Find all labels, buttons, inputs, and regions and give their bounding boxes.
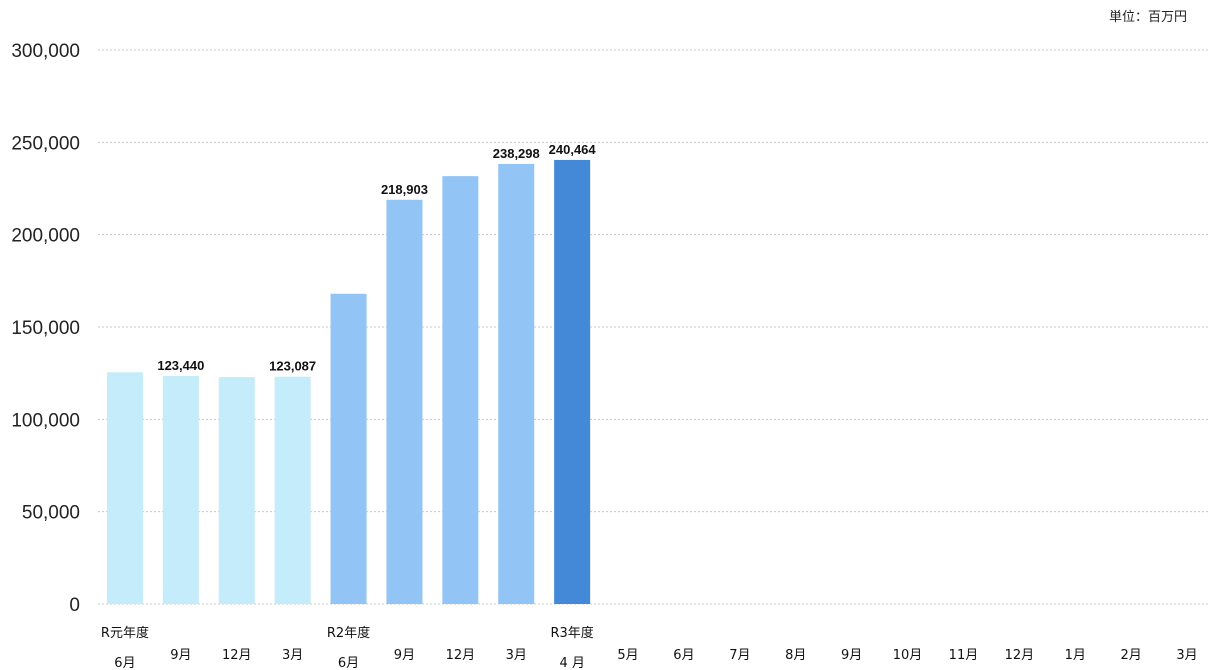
- data-label: 123,440: [157, 358, 204, 373]
- x-tick-label: 12月: [222, 648, 252, 663]
- x-tick-label: 10月: [893, 648, 923, 663]
- x-tick-label-line: 12月: [1005, 648, 1035, 663]
- x-tick-label-line: R3年度: [550, 625, 593, 641]
- x-tick-label: 12月: [446, 648, 476, 663]
- x-tick-label: R3年度 4 月: [550, 625, 593, 670]
- gridlines: [98, 49, 1208, 605]
- bar: [274, 376, 311, 604]
- unit-label: 単位：百万円: [1108, 10, 1187, 25]
- x-tick-label: R2年度 6月: [327, 625, 370, 670]
- x-tick-label: 5月: [617, 648, 638, 663]
- x-tick-label: 1月: [1065, 648, 1086, 663]
- x-tick-label-line: 5月: [617, 648, 638, 663]
- x-tick-label-line: 12月: [222, 648, 252, 663]
- x-tick-label-line: 9月: [170, 648, 191, 663]
- x-tick-label-line: 8月: [785, 648, 806, 663]
- x-tick-label: 3月: [1176, 648, 1197, 663]
- x-tick-label: 8月: [785, 648, 806, 663]
- bar: [330, 293, 367, 604]
- x-tick-label-line: 7月: [729, 648, 750, 663]
- y-tick-label: 0: [69, 595, 80, 616]
- x-tick-label: 2月: [1121, 648, 1142, 663]
- data-labels: 123,440 123,087 218,903 238,298 240,464: [157, 142, 596, 374]
- y-tick-label: 250,000: [11, 133, 80, 154]
- data-label: 218,903: [381, 182, 428, 197]
- bar: [498, 163, 535, 604]
- x-tick-label-line: 12月: [446, 648, 476, 663]
- x-tick-label-line: 11月: [949, 648, 979, 663]
- x-tick-label-line: 4 月: [559, 656, 584, 670]
- x-tick-label: R元年度 6月: [101, 625, 149, 670]
- bar: [442, 176, 479, 605]
- x-tick-label-line: R元年度: [101, 625, 149, 641]
- x-tick-label-line: 10月: [893, 648, 923, 663]
- x-tick-label-line: 1月: [1065, 648, 1086, 663]
- x-tick-label: 7月: [729, 648, 750, 663]
- x-tick-label-line: 3月: [506, 648, 527, 663]
- bar: [162, 376, 199, 604]
- bar: [218, 377, 255, 604]
- x-tick-label-line: 3月: [282, 648, 303, 663]
- x-tick-label-line: 2月: [1121, 648, 1142, 663]
- data-label: 240,464: [549, 142, 597, 157]
- x-tick-label: 3月: [282, 648, 303, 663]
- y-tick-label: 150,000: [11, 318, 80, 339]
- x-tick-label-line: 9月: [841, 648, 862, 663]
- x-tick-label-line: 3月: [1176, 648, 1197, 663]
- data-label: 238,298: [493, 146, 540, 161]
- y-tick-label: 50,000: [22, 503, 80, 524]
- x-tick-label-line: 6月: [114, 656, 135, 670]
- x-tick-label: 9月: [170, 648, 191, 663]
- x-tick-label-line: 6月: [338, 656, 359, 670]
- x-tick-label: 9月: [394, 648, 415, 663]
- x-tick-label: 12月: [1005, 648, 1035, 663]
- x-tick-label: 9月: [841, 648, 862, 663]
- bar: [106, 372, 143, 604]
- x-axis-ticks: R元年度 6月 9月 12月 3月 R2年度 6月 9月 12月 3月 R3年度 4 月 5月 6月 7月 8…: [101, 625, 1198, 670]
- x-tick-label-line: 9月: [394, 648, 415, 663]
- y-tick-label: 200,000: [11, 226, 80, 247]
- bar: [554, 159, 591, 604]
- y-tick-label: 100,000: [11, 410, 80, 431]
- x-tick-label: 6月: [673, 648, 694, 663]
- data-label: 123,087: [269, 359, 316, 374]
- y-tick-label: 300,000: [11, 41, 80, 62]
- x-tick-label-line: 6月: [673, 648, 694, 663]
- bars: [106, 159, 591, 605]
- x-tick-label: 11月: [949, 648, 979, 663]
- bar: [386, 199, 423, 604]
- x-tick-label-line: R2年度: [327, 625, 370, 641]
- x-tick-label: 3月: [506, 648, 527, 663]
- y-axis-ticks: 0 50,000 100,000 150,000 200,000 250,000 300,0…: [11, 41, 80, 616]
